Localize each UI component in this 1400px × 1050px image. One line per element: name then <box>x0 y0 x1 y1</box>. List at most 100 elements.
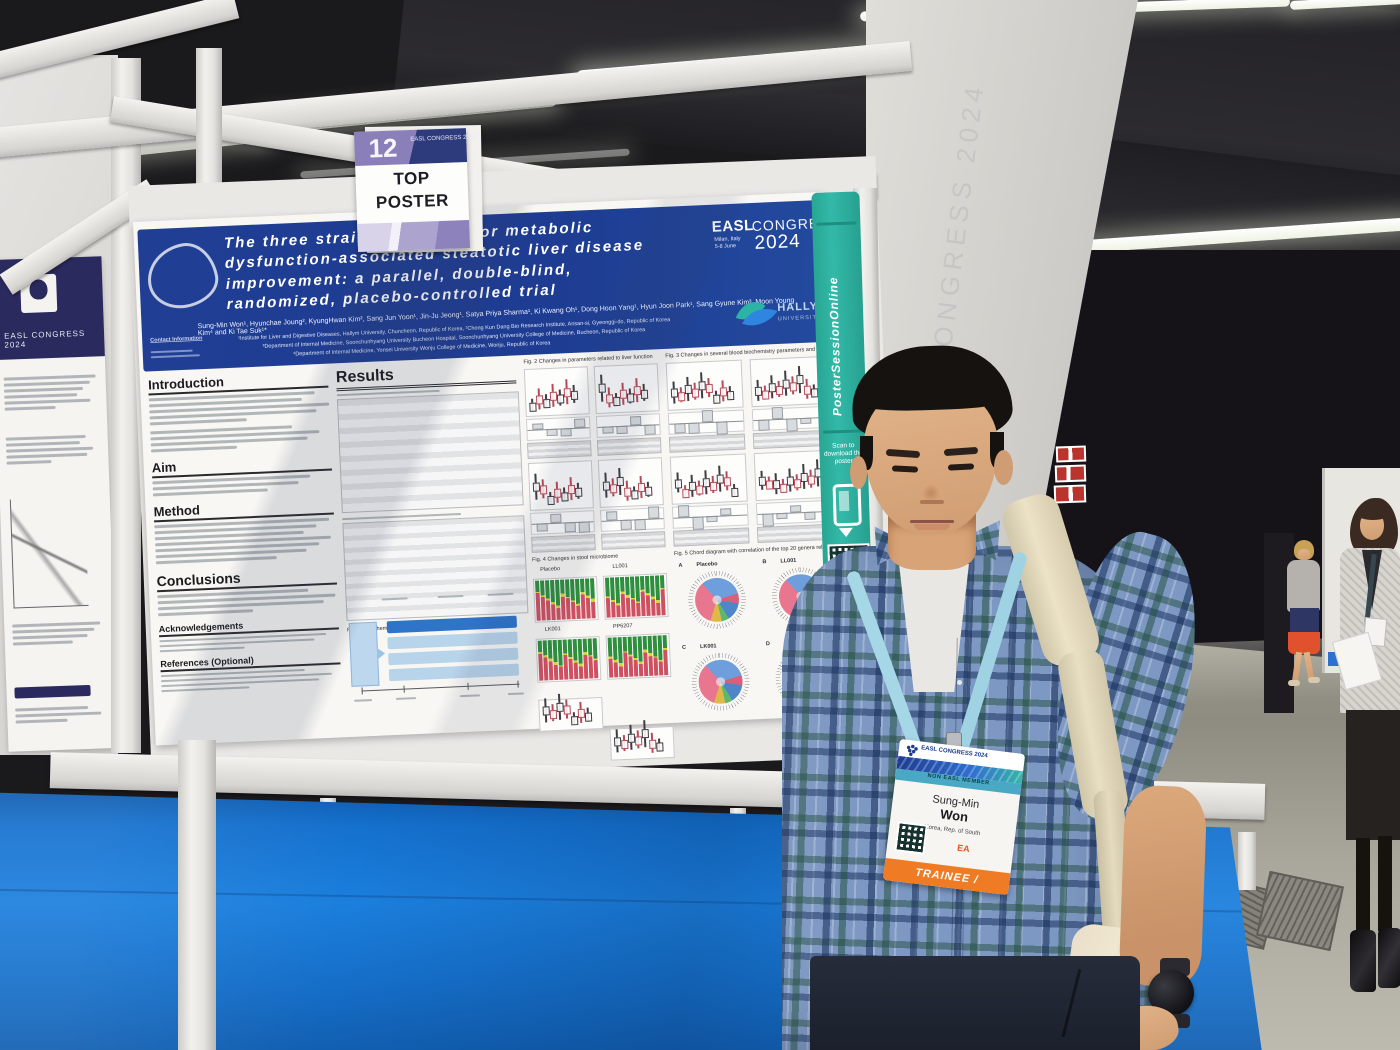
blurred-text-line <box>6 446 94 453</box>
timeline-tick <box>361 687 363 695</box>
boxplot-mark <box>635 378 639 403</box>
boxplot-mark <box>629 724 633 750</box>
boxplot-mark <box>544 394 548 409</box>
boxplot-mark <box>704 470 708 495</box>
boxplot-mark <box>569 477 573 501</box>
blurred-text-line <box>12 621 101 628</box>
man-presenter: EASL CONGRESS 2024 NON EASL MEMBER Sung-… <box>770 338 1250 1050</box>
boxplot-mark <box>531 398 534 411</box>
mini-table <box>672 527 750 547</box>
stacked-bar-column <box>659 575 666 616</box>
boxplot-mark <box>611 478 615 497</box>
boxplot-mark <box>639 476 643 499</box>
schematic-enrollment-box <box>348 621 380 687</box>
boxplot-mark <box>728 386 732 401</box>
stacked-bar-column <box>662 635 669 676</box>
boxplot-mark <box>551 383 555 407</box>
boxplot-mark <box>604 472 608 498</box>
blurred-text-line <box>4 405 56 411</box>
badge-code: EA <box>956 842 971 855</box>
man-lower-lip <box>914 524 950 530</box>
qr-pattern <box>896 823 926 853</box>
boxplot-mark <box>622 735 626 752</box>
blurred-text-line <box>6 452 88 459</box>
waterfall-bar <box>647 506 660 519</box>
figure3-caption: Fig. 3 Changes in several blood biochemi… <box>665 345 842 359</box>
schematic-arrow <box>376 647 386 660</box>
schematic-arm-placebo <box>386 615 518 634</box>
boxplot-mark <box>707 378 711 398</box>
boxplot-mark <box>572 384 576 403</box>
waterfall-bar <box>578 521 590 533</box>
blurred-text-line <box>4 393 77 399</box>
blurred-text-line <box>12 627 95 634</box>
boxplot-mark <box>686 376 690 401</box>
waterfall-bar <box>644 424 656 435</box>
genus-bar-panel <box>538 693 604 732</box>
mini-table <box>531 534 596 553</box>
badge-qr-code <box>894 821 928 855</box>
booth-leg <box>1238 832 1256 890</box>
boxplot-chart <box>597 457 664 508</box>
timeline-label <box>459 694 481 698</box>
waterfall-bar <box>677 505 690 518</box>
section-text <box>154 517 336 565</box>
easl-logo-year: 2024 <box>754 230 802 254</box>
boxplot-mark <box>551 704 555 722</box>
figure4-caption: Fig. 4 Changes in stool microbiome <box>531 553 619 563</box>
blurred-text-line <box>15 718 68 724</box>
blurred-text-line <box>159 646 245 653</box>
neighbour-poster-text <box>3 372 96 414</box>
blurred-text-line <box>4 398 91 405</box>
boxplot-mark <box>549 492 552 505</box>
sign-label: TOP POSTER <box>355 166 469 216</box>
results-table-1 <box>336 391 524 514</box>
timeline-tick <box>517 680 519 688</box>
easl-grapes-icon <box>906 745 911 750</box>
boxplot-mark <box>725 471 729 491</box>
boxplot-mark <box>621 382 625 405</box>
boxplot-mark <box>690 474 694 497</box>
boxplot-mark <box>679 387 683 403</box>
boxplot-mark <box>650 732 654 753</box>
liver-icon <box>142 238 223 314</box>
man-nostril-line <box>920 500 944 504</box>
stacked-bar-panel: PP6207 <box>605 621 672 680</box>
boxplot-mark <box>636 730 640 749</box>
boxplot-mark <box>572 712 576 725</box>
boxplot-chart <box>593 363 660 414</box>
schematic-arm-probiotic <box>387 631 518 650</box>
section-text <box>150 424 331 453</box>
background-person-walking <box>1282 540 1332 690</box>
mini-table <box>527 440 592 460</box>
boxplot-mark <box>676 472 680 493</box>
boxplot-chart <box>523 366 590 418</box>
genus-bar-panel <box>609 720 675 761</box>
chord-letter: B <box>762 558 767 565</box>
boxplot-panel <box>527 460 596 553</box>
background-person-standing <box>1331 498 1400 1050</box>
boxplot-mark <box>625 480 629 501</box>
chord-title: LK001 <box>699 642 717 650</box>
person-face <box>1298 549 1310 560</box>
blurred-text-line <box>6 460 52 465</box>
blurred-text-line <box>149 418 247 426</box>
waterfall-chart <box>671 503 749 530</box>
waterfall-bar <box>620 519 632 531</box>
sign-header-art: 12 EASL CONGRESS 2024 <box>353 128 476 166</box>
neighbour-poster: EASL CONGRESS 2024 <box>0 256 119 752</box>
section-text <box>160 667 342 693</box>
boxplot-chart <box>669 453 748 505</box>
stacked-bar-panel: LK001 <box>535 624 602 683</box>
waterfall-bar <box>758 419 770 431</box>
blurred-text-line <box>3 374 96 381</box>
boxplot-mark <box>700 372 704 399</box>
poster-header: The three strain probiotics for metaboli… <box>137 199 840 372</box>
boxplot-mark <box>763 385 767 400</box>
waterfall-chart <box>525 416 591 442</box>
boxplot-mark <box>714 390 718 403</box>
blurred-text-line <box>150 445 238 453</box>
easl-logo-dates: 5-8 June <box>714 242 737 250</box>
chord-panel: C LK001 <box>682 641 755 720</box>
